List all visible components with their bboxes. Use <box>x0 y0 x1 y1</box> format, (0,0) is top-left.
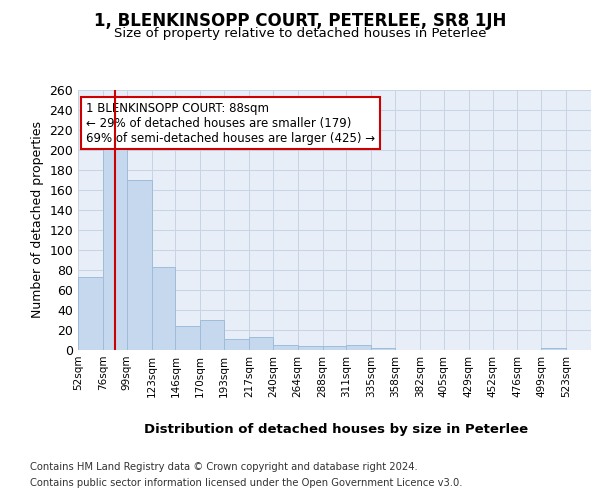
Bar <box>346 345 371 350</box>
Bar <box>78 277 103 350</box>
Y-axis label: Number of detached properties: Number of detached properties <box>31 122 44 318</box>
Text: Distribution of detached houses by size in Peterlee: Distribution of detached houses by size … <box>144 422 528 436</box>
Bar <box>323 346 346 350</box>
Bar <box>249 337 273 350</box>
Bar <box>298 346 323 350</box>
Bar <box>200 320 224 350</box>
Text: 1, BLENKINSOPP COURT, PETERLEE, SR8 1JH: 1, BLENKINSOPP COURT, PETERLEE, SR8 1JH <box>94 12 506 30</box>
Bar <box>103 144 127 350</box>
Text: Contains HM Land Registry data © Crown copyright and database right 2024.: Contains HM Land Registry data © Crown c… <box>30 462 418 472</box>
Text: Size of property relative to detached houses in Peterlee: Size of property relative to detached ho… <box>114 28 486 40</box>
Bar <box>273 345 298 350</box>
Bar <box>224 339 249 350</box>
Bar <box>371 348 395 350</box>
Bar <box>152 267 175 350</box>
Text: Contains public sector information licensed under the Open Government Licence v3: Contains public sector information licen… <box>30 478 463 488</box>
Bar <box>127 180 152 350</box>
Text: 1 BLENKINSOPP COURT: 88sqm
← 29% of detached houses are smaller (179)
69% of sem: 1 BLENKINSOPP COURT: 88sqm ← 29% of deta… <box>86 102 375 144</box>
Bar <box>175 326 200 350</box>
Bar <box>541 348 566 350</box>
